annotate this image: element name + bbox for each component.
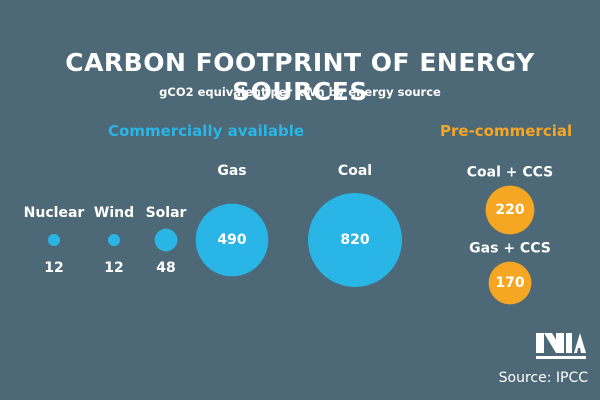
bubble-nuclear <box>48 234 60 246</box>
source-note: Source: IPCC <box>498 370 588 386</box>
bubble-coal-ccs <box>485 185 535 235</box>
value-label-solar: 48 <box>156 260 175 276</box>
bubble-solar <box>154 228 178 252</box>
name-label-wind: Wind <box>94 205 134 221</box>
bubble-gas-ccs <box>488 261 532 305</box>
value-label-gas-ccs: 170 <box>495 275 524 291</box>
name-label-gas: Gas <box>217 163 246 179</box>
value-label-wind: 12 <box>104 260 123 276</box>
nia-logo <box>536 333 586 359</box>
value-label-coal-ccs: 220 <box>495 202 524 218</box>
name-label-gas-ccs: Gas + CCS <box>469 241 551 257</box>
name-label-coal-ccs: Coal + CCS <box>467 165 554 181</box>
name-label-coal: Coal <box>338 163 372 179</box>
name-label-nuclear: Nuclear <box>24 205 85 221</box>
chart-subtitle: gCO2 equivalent per kWh by energy source <box>159 85 441 99</box>
group-label-pre-commercial: Pre-commercial <box>440 122 573 140</box>
value-label-nuclear: 12 <box>44 260 63 276</box>
group-label-commercial: Commercially available <box>108 122 305 140</box>
bubble-coal <box>308 193 402 287</box>
chart-title: CARBON FOOTPRINT OF ENERGY SOURCES <box>65 48 535 106</box>
value-label-gas: 490 <box>217 232 246 248</box>
value-label-coal: 820 <box>340 232 369 248</box>
bubble-wind <box>108 234 120 246</box>
bubble-gas <box>195 203 269 277</box>
name-label-solar: Solar <box>146 205 187 221</box>
